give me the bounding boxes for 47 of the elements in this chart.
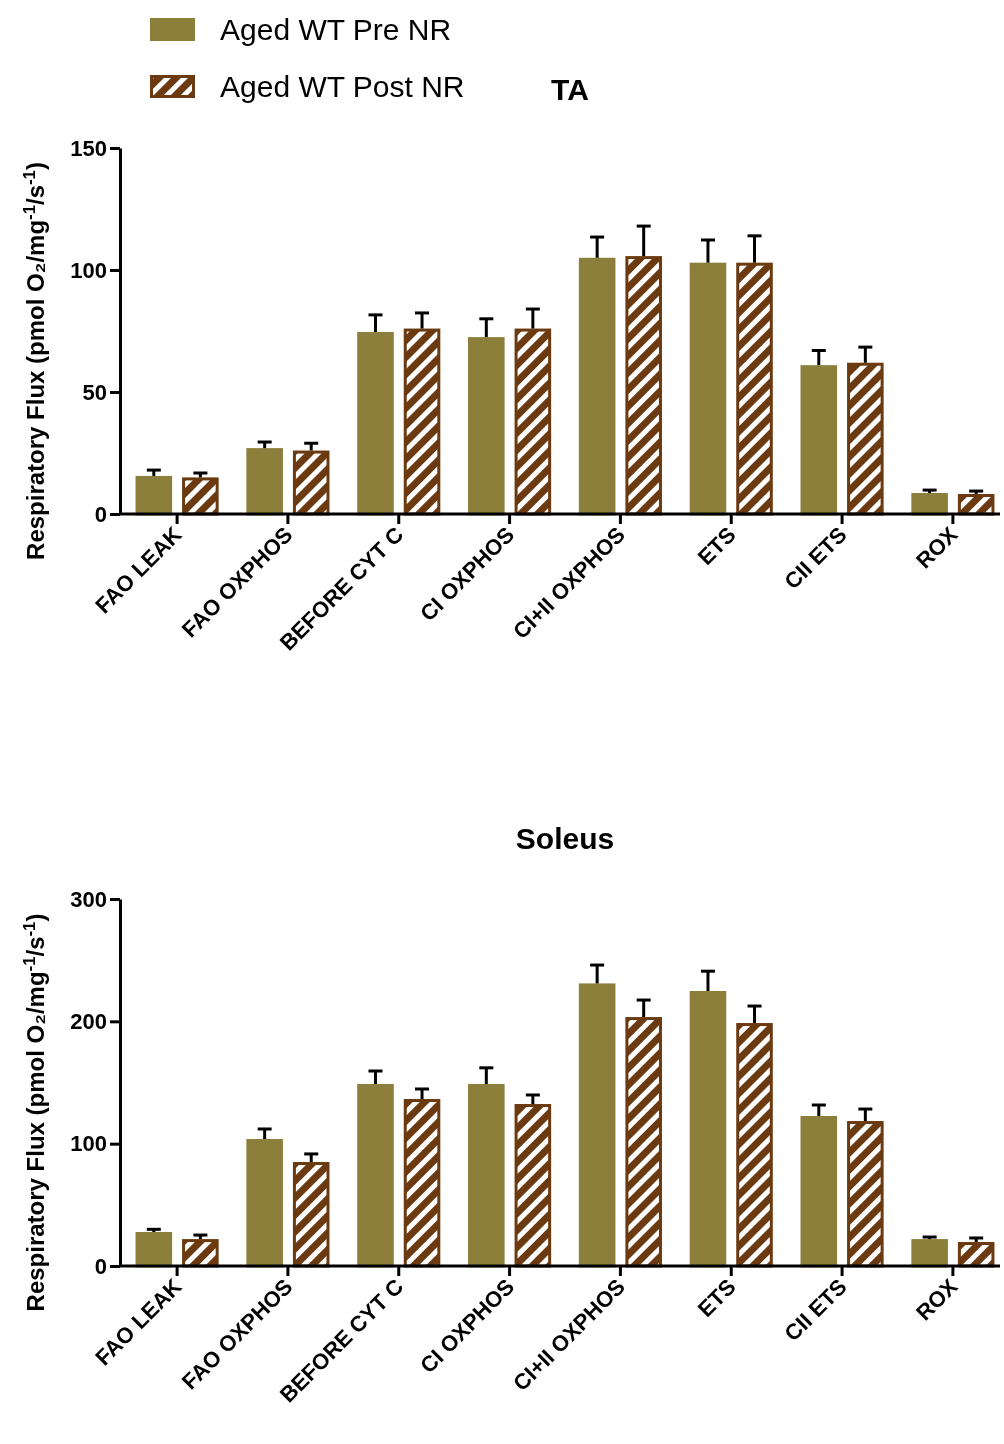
bar <box>578 983 616 1268</box>
x-tick-label: ETS <box>692 1273 741 1322</box>
bar <box>246 448 283 516</box>
bar <box>292 450 330 516</box>
bar <box>403 328 441 516</box>
bar <box>689 991 727 1268</box>
bar <box>357 1083 394 1268</box>
bar <box>403 1099 441 1268</box>
y-tick-label: 100 <box>70 257 107 283</box>
bar <box>246 1139 283 1268</box>
bar <box>468 1083 505 1268</box>
bar <box>911 493 948 516</box>
bar <box>514 1104 552 1268</box>
bar <box>911 1239 948 1268</box>
bar <box>468 337 505 516</box>
bar <box>357 331 394 516</box>
bar <box>182 477 219 516</box>
y-tick-label: 100 <box>70 1131 107 1157</box>
bar <box>736 262 773 516</box>
x-tick-label: CII ETS <box>779 521 852 594</box>
bar <box>847 362 884 516</box>
bar <box>957 1242 995 1268</box>
bar <box>514 328 552 516</box>
y-tick-label: 300 <box>70 886 107 912</box>
y-tick-label: 50 <box>82 379 107 405</box>
bar <box>689 262 727 516</box>
bar <box>847 1121 884 1268</box>
bar <box>736 1023 773 1268</box>
bar <box>800 1116 838 1268</box>
bar <box>135 1231 173 1268</box>
bar <box>800 365 838 516</box>
bar <box>625 256 662 516</box>
legend-label: Aged WT Pre NR <box>220 13 452 46</box>
y-tick-label: 0 <box>94 501 107 527</box>
bar <box>625 1017 662 1268</box>
x-tick-label: CII ETS <box>779 1273 852 1346</box>
x-tick-label: ETS <box>692 521 741 570</box>
chart-title: TA <box>551 73 589 106</box>
bar <box>578 257 616 516</box>
chart-title: Soleus <box>515 822 615 855</box>
y-tick-label: 150 <box>70 135 107 161</box>
y-tick-label: 0 <box>94 1253 107 1279</box>
y-tick-label: 200 <box>70 1008 107 1034</box>
legend-label: Aged WT Post NR <box>220 70 465 103</box>
bar <box>135 475 173 516</box>
bar <box>182 1239 219 1268</box>
bar <box>292 1162 330 1268</box>
